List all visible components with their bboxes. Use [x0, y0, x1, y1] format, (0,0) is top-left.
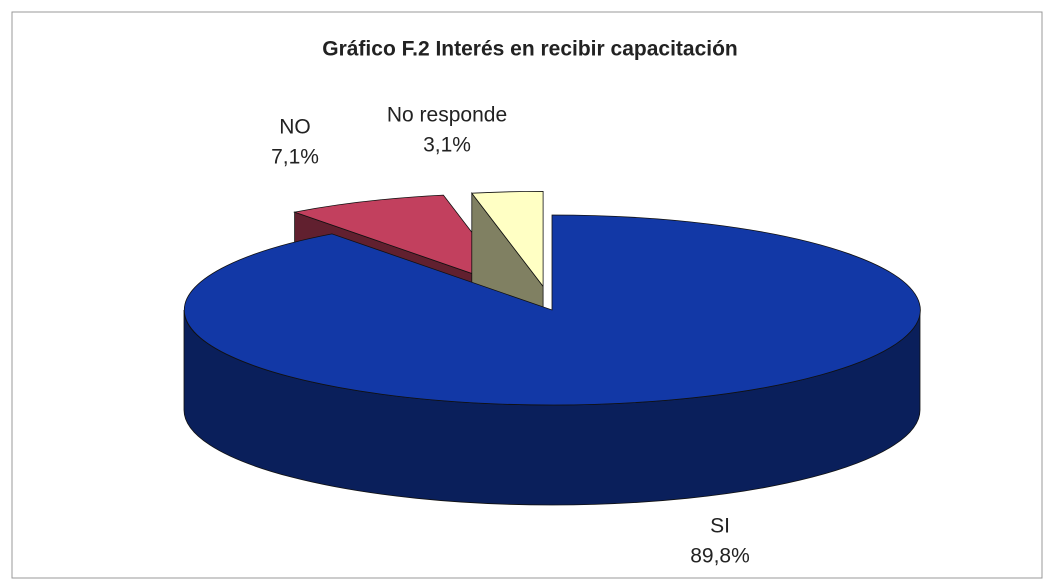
slice-top	[471, 190, 544, 288]
slice-label: No responde	[387, 104, 507, 127]
slice-value-label: 89,8%	[690, 545, 750, 568]
chart-title: Gráfico F.2 Interés en recibir capacitac…	[322, 38, 738, 61]
slice-top	[293, 194, 516, 290]
slice-value-label: 7,1%	[271, 146, 319, 169]
slice-label: NO	[279, 116, 311, 139]
labels: SI 89,8% NO 7,1% No responde 3,1%	[271, 104, 750, 568]
slice-label: SI	[710, 515, 730, 538]
slice-value-label: 3,1%	[423, 134, 471, 157]
pie	[183, 190, 921, 506]
slice	[183, 214, 921, 506]
slice-top	[183, 214, 921, 406]
